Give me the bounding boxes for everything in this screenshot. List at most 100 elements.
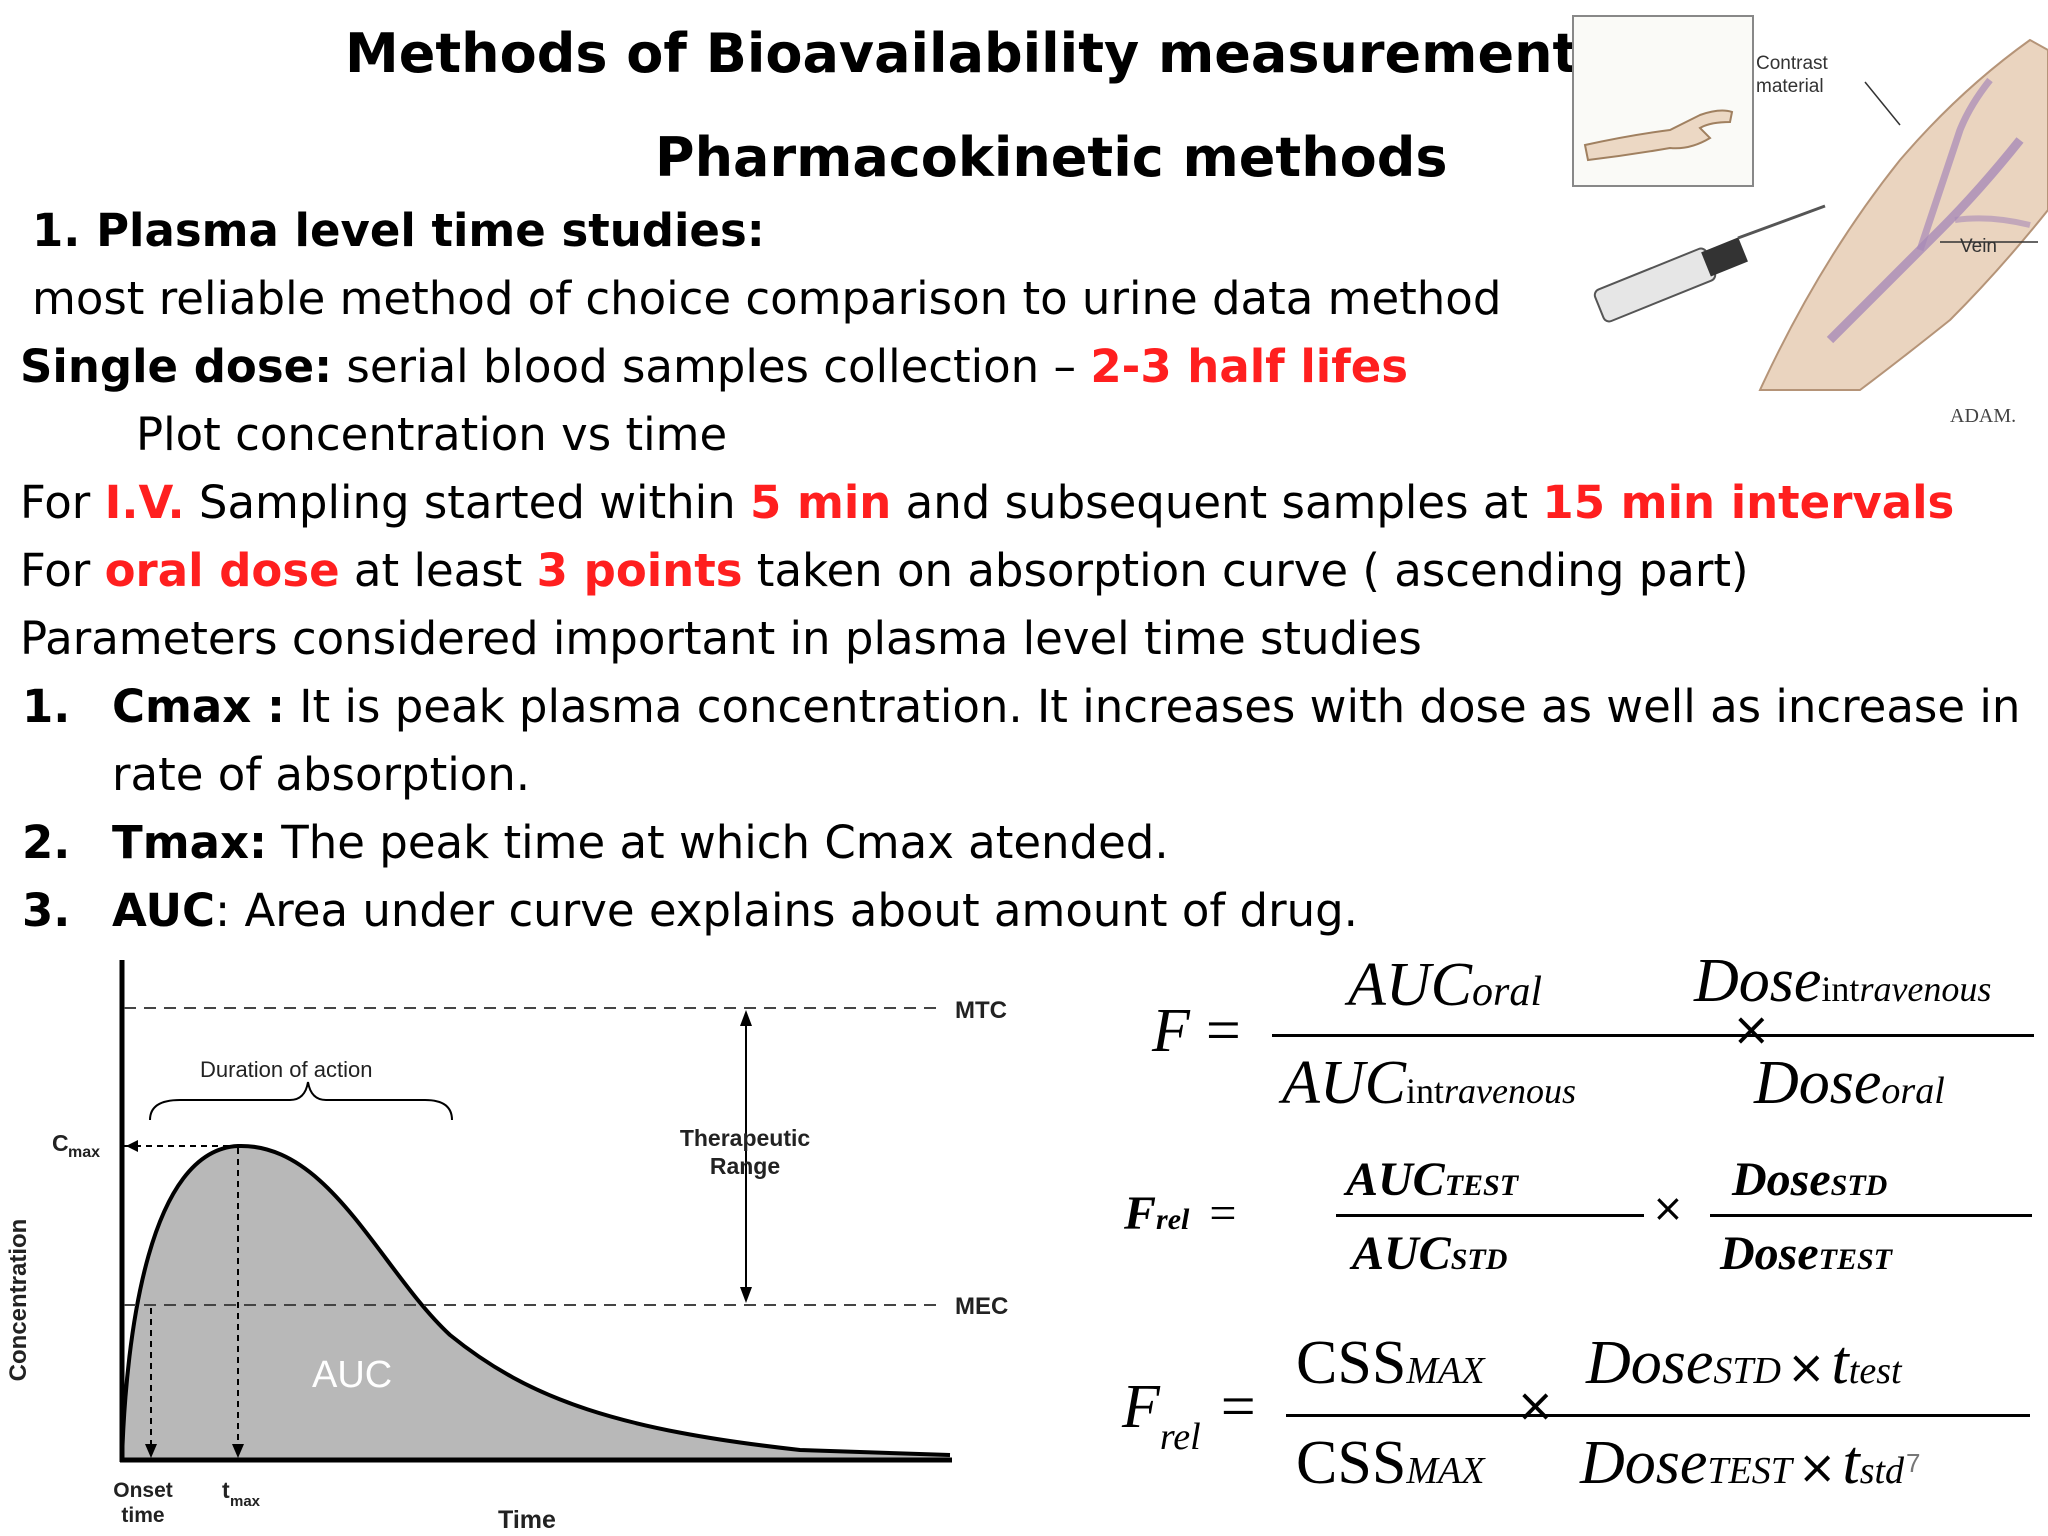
f1-fraction-bar-a xyxy=(1272,1034,1720,1037)
line-parameters: Parameters considered important in plasm… xyxy=(20,612,1422,665)
f1-times: × xyxy=(1732,1002,1771,1056)
formula-steady-state: Frel = CSSMAX CSSMAX × DoseSTD ×ttest Dose… xyxy=(1100,1320,2040,1536)
f1-num-a-sub: oral xyxy=(1472,969,1543,1015)
f2-lhs-sub: rel xyxy=(1156,1203,1190,1236)
f3-fraction-bar-b xyxy=(1576,1414,2030,1417)
f3-den-b: Dose xyxy=(1580,1429,1708,1497)
line-plot: Plot concentration vs time xyxy=(136,408,728,461)
f2-num-a-sub: TEST xyxy=(1444,1169,1519,1202)
cmax-label-sub: max xyxy=(68,1144,100,1161)
f1-fraction-bar-b xyxy=(1684,1034,2034,1037)
inset-arm-icon xyxy=(1583,109,1734,162)
line-single-dose: Single dose: serial blood samples collec… xyxy=(20,344,1408,389)
therapeutic-arrowhead-top xyxy=(740,1010,752,1026)
therapeutic-arrowhead-bottom xyxy=(740,1287,752,1303)
list-item: 3. AUC: Area under curve explains about … xyxy=(0,888,1358,933)
formula-bioavailability: F = AUCoral AUCintravenous × Doseintraven… xyxy=(1100,947,2040,1150)
formula-relative-bioavailability: Frel = AUCTEST AUCSTD × DoseSTD DoseTEST xyxy=(1100,1150,2040,1290)
half-lifes-highlight: 2-3 half lifes xyxy=(1090,340,1409,393)
single-dose-label: Single dose: xyxy=(20,340,333,393)
f2-fraction-bar-b xyxy=(1710,1214,2032,1217)
f3-num-b: Dose xyxy=(1586,1329,1714,1397)
arm-icon xyxy=(1758,38,2048,391)
f1-eq: = xyxy=(1205,997,1241,1065)
pk-chart: MTC MEC Duration of action Therapeutic R… xyxy=(5,960,1008,1534)
slide-subtitle: Pharmacokinetic methods xyxy=(655,126,1448,189)
injection-illustration: Contrast material Vein ADAM. xyxy=(1572,15,2048,427)
list-term: AUC xyxy=(112,884,216,937)
duration-label: Duration of action xyxy=(200,1057,372,1082)
auc-area xyxy=(122,1145,950,1460)
f3-lhs-sub: rel xyxy=(1159,1416,1201,1458)
f2-den-b-sub: TEST xyxy=(1818,1243,1893,1276)
f1-den-a-sub2: ravenous xyxy=(1444,1071,1576,1111)
adam-credit: ADAM. xyxy=(1950,405,2016,427)
f2-lhs: F xyxy=(1124,1187,1157,1240)
oral-pre: For xyxy=(20,544,105,597)
f1-lhs: F xyxy=(1152,997,1190,1065)
three-points-highlight: 3 points xyxy=(536,544,743,597)
list-text: The peak time at which Cmax atended. xyxy=(266,816,1169,869)
cmax-arrowhead xyxy=(126,1140,138,1152)
interval-highlight: 15 min intervals xyxy=(1542,476,1955,529)
single-dose-text: serial blood samples collection – xyxy=(332,340,1091,393)
list-text: It is peak plasma concentration. It incr… xyxy=(284,680,2021,733)
list-number: 1. xyxy=(22,680,71,733)
vein-branch-icon xyxy=(1916,77,1993,252)
f3-den-b-sub: TEST xyxy=(1707,1450,1792,1492)
therapeutic-label-2: Range xyxy=(710,1153,780,1179)
cmax-label: C xyxy=(52,1130,69,1156)
oral-post: taken on absorption curve ( ascending pa… xyxy=(742,544,1749,597)
f2-den-a: AUC xyxy=(1352,1227,1451,1280)
f3-num-a-sub: MAX xyxy=(1406,1350,1485,1392)
x-axis-label: Time xyxy=(498,1506,556,1534)
f1-num-b-sub1: int xyxy=(1821,969,1860,1009)
section-heading: 1. Plasma level time studies: xyxy=(32,204,765,257)
f3-den-b-times: × xyxy=(1797,1440,1837,1494)
f3-times: × xyxy=(1516,1378,1555,1432)
y-axis-label: Concentration xyxy=(5,1219,32,1382)
f2-fraction-bar-a xyxy=(1336,1214,1644,1217)
f2-num-a: AUC xyxy=(1346,1153,1445,1206)
label-material: material xyxy=(1756,76,1824,97)
f1-den-a-sub1: int xyxy=(1406,1071,1445,1111)
line-iv: For I.V. Sampling started within 5 min a… xyxy=(20,480,1954,525)
f1-num-b: Dose xyxy=(1694,947,1822,1015)
tmax-label-sub: max xyxy=(230,1493,261,1510)
onset-label-2: time xyxy=(121,1504,164,1527)
list-item: 2. Tmax: The peak time at which Cmax ate… xyxy=(0,820,1169,865)
onset-arrowhead xyxy=(145,1444,157,1458)
f3-eq: = xyxy=(1220,1373,1256,1441)
f3-den-b-t-sub: std xyxy=(1859,1450,1905,1492)
label-contrast: Contrast xyxy=(1756,53,1829,74)
f1-num-a: AUC xyxy=(1348,951,1472,1019)
f1-den-a: AUC xyxy=(1282,1049,1406,1117)
list-item-continuation: rate of absorption. xyxy=(112,748,531,801)
f1-den-b-sub: oral xyxy=(1881,1070,1945,1112)
f3-num-b-t-sub: test xyxy=(1848,1350,1902,1392)
f3-den-a-sub: MAX xyxy=(1406,1450,1485,1492)
f3-fraction-bar-a xyxy=(1286,1414,1610,1417)
oral-dose-highlight: oral dose xyxy=(104,544,340,597)
f1-num-b-sub2: ravenous xyxy=(1859,969,1992,1009)
iv-mid1: Sampling started within xyxy=(184,476,750,529)
onset-label-1: Onset xyxy=(113,1479,173,1502)
inset-frame xyxy=(1572,15,1754,187)
list-term: Cmax : xyxy=(112,680,285,733)
f3-den-a: CSS xyxy=(1296,1429,1407,1497)
syringe-icon xyxy=(1593,204,1826,323)
concentration-curve xyxy=(120,1143,951,1461)
list-number: 2. xyxy=(22,816,71,869)
label-vein: Vein xyxy=(1960,236,1997,257)
list-text: : Area under curve explains about amount… xyxy=(215,884,1358,937)
f2-den-a-sub: STD xyxy=(1450,1243,1508,1276)
vein-icon xyxy=(1826,137,2024,344)
iv-mid2: and subsequent samples at xyxy=(891,476,1543,529)
contrast-pointer xyxy=(1864,81,1901,126)
slide-title: Methods of Bioavailability measurement xyxy=(345,22,1579,85)
f3-num-b-t: t xyxy=(1831,1329,1849,1397)
line-reliable: most reliable method of choice compariso… xyxy=(32,272,1502,325)
tmax-label: t xyxy=(222,1477,230,1503)
mtc-label: MTC xyxy=(955,997,1007,1024)
tmax-arrowhead xyxy=(232,1444,244,1458)
